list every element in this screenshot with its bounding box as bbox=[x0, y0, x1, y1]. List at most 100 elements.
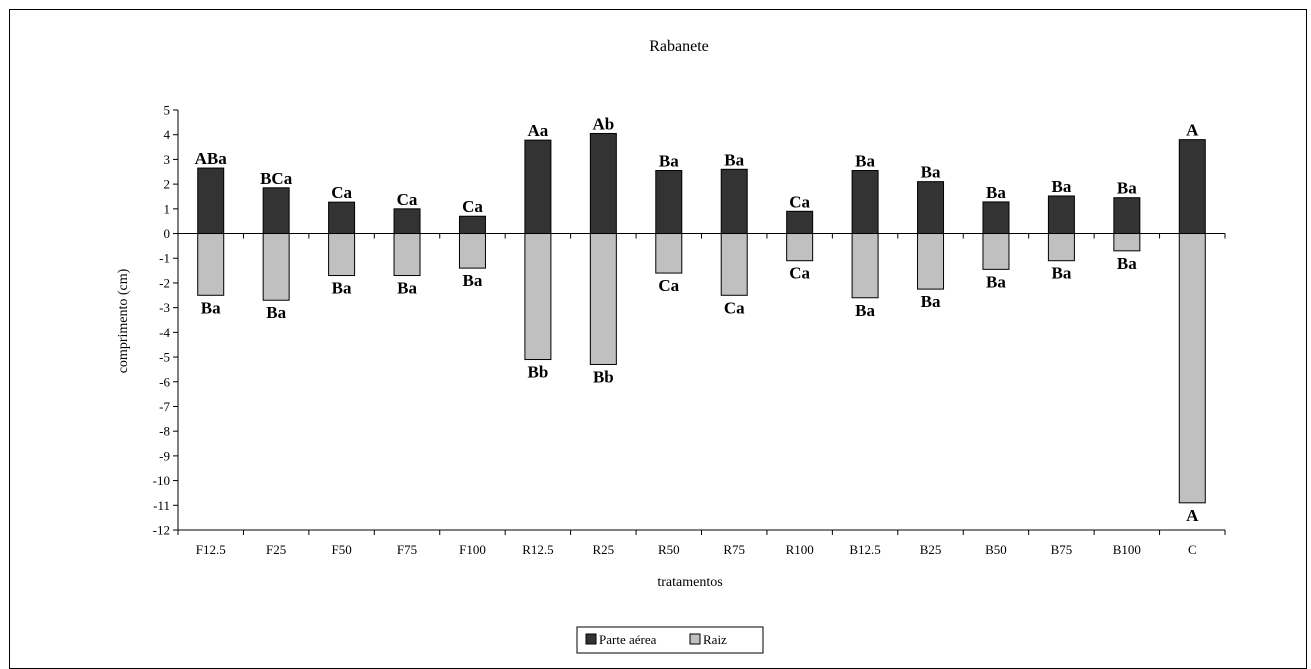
x-tick-label: R12.5 bbox=[522, 542, 553, 557]
bar-raiz bbox=[917, 233, 945, 290]
bar-parte-aerea bbox=[197, 167, 225, 235]
y-tick-label: -12 bbox=[153, 523, 170, 538]
x-tick-label: B50 bbox=[985, 542, 1007, 557]
legend: Parte aérea Raiz bbox=[576, 626, 764, 654]
bar-raiz bbox=[589, 233, 617, 365]
data-label-parte-aerea: Ba bbox=[659, 152, 679, 171]
y-tick-label: -4 bbox=[159, 325, 170, 340]
data-label-parte-aerea: Ab bbox=[592, 114, 614, 133]
data-label-parte-aerea: Ba bbox=[921, 163, 941, 182]
y-tick-label: 1 bbox=[164, 201, 171, 216]
x-axis-label: tratamentos bbox=[657, 575, 722, 590]
bar-raiz bbox=[262, 233, 290, 301]
data-label-raiz: Ba bbox=[1051, 264, 1071, 283]
bar-raiz bbox=[851, 233, 879, 299]
bar-raiz bbox=[393, 233, 421, 277]
bar-parte-aerea bbox=[851, 170, 879, 235]
bar-raiz bbox=[197, 233, 225, 296]
y-tick-label: 4 bbox=[164, 127, 171, 142]
y-axis-label: comprimento (cm) bbox=[116, 268, 131, 373]
x-tick-label: R100 bbox=[786, 542, 814, 557]
bar-raiz bbox=[982, 233, 1010, 270]
bar-parte-aerea bbox=[458, 215, 486, 235]
y-tick-label: -1 bbox=[159, 251, 170, 266]
bar-parte-aerea bbox=[917, 181, 945, 235]
data-label-parte-aerea: Ca bbox=[462, 197, 483, 216]
data-label-raiz: Bb bbox=[528, 363, 549, 382]
data-label-parte-aerea: Ba bbox=[724, 150, 744, 169]
bar-parte-aerea bbox=[1178, 139, 1206, 235]
bar-parte-aerea bbox=[1047, 195, 1075, 235]
data-label-raiz: Ba bbox=[332, 279, 352, 298]
data-label-raiz: Ba bbox=[921, 292, 941, 311]
x-tick-label: B25 bbox=[920, 542, 942, 557]
data-label-raiz: Ba bbox=[201, 298, 221, 317]
x-tick-label: F50 bbox=[331, 542, 351, 557]
y-tick-label: -6 bbox=[159, 374, 170, 389]
x-tick-label: B75 bbox=[1051, 542, 1073, 557]
bar-raiz bbox=[1047, 233, 1075, 262]
bar-parte-aerea bbox=[655, 170, 683, 235]
y-tick-label: 2 bbox=[164, 177, 171, 192]
y-tick-label: -5 bbox=[159, 350, 170, 365]
x-tick-label: R75 bbox=[723, 542, 745, 557]
bar-parte-aerea bbox=[982, 201, 1010, 235]
bar-raiz bbox=[524, 233, 552, 361]
legend-swatch-parte-aerea bbox=[585, 633, 597, 645]
y-tick-label: -10 bbox=[153, 473, 170, 488]
data-label-raiz: Bb bbox=[593, 367, 614, 386]
bar-raiz bbox=[458, 233, 486, 269]
legend-label-raiz: Raiz bbox=[703, 632, 727, 647]
x-tick-label: F12.5 bbox=[196, 542, 226, 557]
bar-parte-aerea bbox=[720, 168, 748, 235]
y-tick-label: -8 bbox=[159, 424, 170, 439]
data-label-raiz: A bbox=[1186, 506, 1199, 525]
bar-parte-aerea bbox=[262, 187, 290, 235]
bar-parte-aerea bbox=[524, 139, 552, 235]
data-label-parte-aerea: Aa bbox=[528, 121, 549, 140]
data-label-raiz: Ba bbox=[986, 272, 1006, 291]
data-label-raiz: Ba bbox=[266, 303, 286, 322]
bar-raiz bbox=[786, 233, 814, 262]
bar-parte-aerea bbox=[393, 208, 421, 235]
data-label-raiz: Ca bbox=[724, 298, 745, 317]
data-label-raiz: Ba bbox=[1117, 254, 1137, 273]
data-label-raiz: Ba bbox=[397, 279, 417, 298]
x-tick-label: R25 bbox=[593, 542, 615, 557]
bar-parte-aerea bbox=[589, 132, 617, 235]
x-tick-label: F100 bbox=[459, 542, 486, 557]
y-tick-label: -7 bbox=[159, 399, 170, 414]
x-tick-label: F75 bbox=[397, 542, 417, 557]
y-tick-label: 3 bbox=[164, 152, 171, 167]
data-label-raiz: Ba bbox=[463, 271, 483, 290]
bar-parte-aerea bbox=[786, 210, 814, 235]
bar-raiz bbox=[720, 233, 748, 296]
bar-raiz bbox=[655, 233, 683, 274]
data-label-parte-aerea: Ba bbox=[1051, 177, 1071, 196]
data-label-parte-aerea: BCa bbox=[260, 169, 293, 188]
legend-swatch-raiz bbox=[689, 633, 701, 645]
bar-raiz bbox=[1178, 233, 1206, 504]
chart-frame bbox=[9, 9, 1307, 669]
bar-raiz bbox=[328, 233, 356, 277]
data-label-parte-aerea: Ba bbox=[1117, 179, 1137, 198]
x-tick-label: F25 bbox=[266, 542, 286, 557]
data-label-raiz: Ba bbox=[855, 301, 875, 320]
chart-title: Rabanete bbox=[649, 38, 709, 55]
x-tick-label: B100 bbox=[1113, 542, 1141, 557]
data-label-parte-aerea: Ca bbox=[397, 190, 418, 209]
y-tick-label: -2 bbox=[159, 275, 170, 290]
x-tick-label: B12.5 bbox=[849, 542, 880, 557]
data-label-parte-aerea: Ba bbox=[855, 152, 875, 171]
data-label-raiz: Ca bbox=[789, 264, 810, 283]
data-label-parte-aerea: A bbox=[1186, 121, 1199, 140]
data-label-parte-aerea: ABa bbox=[195, 149, 228, 168]
data-label-parte-aerea: Ca bbox=[789, 192, 810, 211]
data-label-parte-aerea: Ca bbox=[331, 183, 352, 202]
data-label-raiz: Ca bbox=[658, 276, 679, 295]
legend-box bbox=[576, 626, 764, 654]
bar-raiz bbox=[1113, 233, 1141, 252]
y-tick-label: -9 bbox=[159, 448, 170, 463]
bar-parte-aerea bbox=[328, 201, 356, 235]
